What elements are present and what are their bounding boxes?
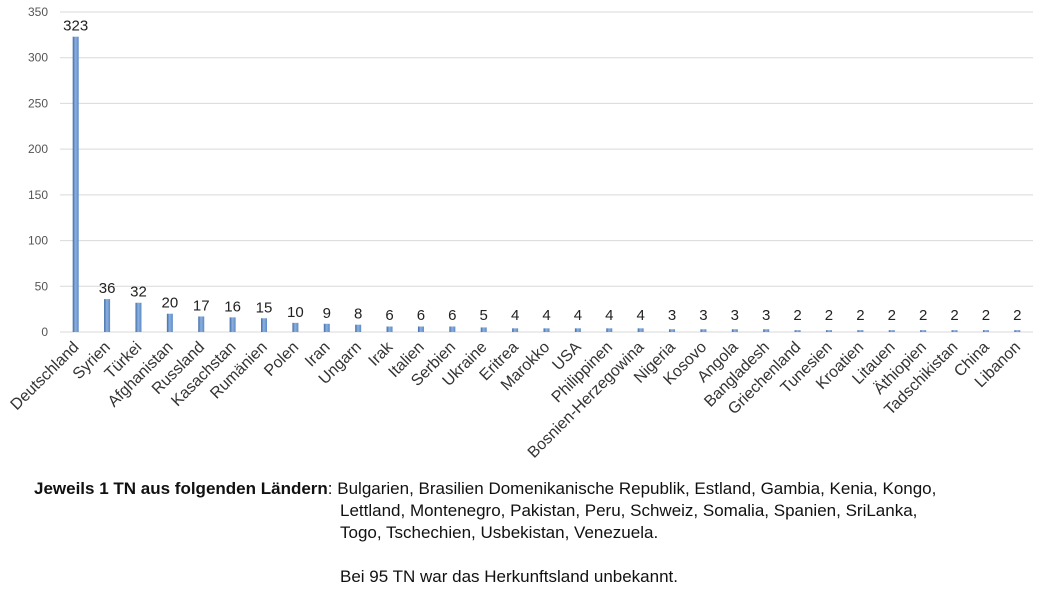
bar [386,326,393,332]
bar [1014,330,1021,332]
y-tick-label: 150 [28,188,48,202]
bar [198,316,205,332]
bar [982,330,989,332]
data-label: 6 [385,307,393,324]
data-label: 6 [448,307,456,324]
data-label: 2 [825,307,833,324]
data-label: 4 [574,307,582,324]
gridlines [60,11,1033,333]
data-label: 6 [417,307,425,324]
y-tick-label: 50 [35,279,49,293]
data-label: 4 [511,307,519,324]
bar [323,323,330,332]
bar [606,328,613,332]
bar [951,330,958,332]
bar [794,330,801,332]
data-label: 3 [668,307,676,324]
bar [669,329,676,332]
bar [417,326,424,332]
data-label: 2 [919,307,927,324]
data-label: 3 [699,307,707,324]
y-tick-label: 0 [41,325,48,339]
data-label: 20 [162,295,179,312]
bar [920,330,927,332]
data-label: 4 [636,307,644,324]
data-label: 32 [130,284,147,301]
category-labels: DeutschlandSyrienTürkeiAfghanistanRussla… [8,338,1025,461]
data-label: 2 [1013,307,1021,324]
bar [480,327,487,332]
data-label: 2 [793,307,801,324]
data-label: 8 [354,306,362,323]
data-label: 323 [63,18,88,35]
y-tick-label: 300 [28,51,48,65]
footnote-lead: Jeweils 1 TN aus folgenden Ländern [34,479,328,498]
bar [731,329,738,332]
bar [449,326,456,332]
y-axis-ticks: 0 50 100 150 200 250 300 350 [28,5,48,339]
bar [261,318,268,332]
bar [135,302,142,332]
bar [355,324,362,332]
data-label: 17 [193,297,210,314]
data-label: 5 [480,307,488,324]
data-label: 15 [256,299,273,316]
data-label: 2 [856,307,864,324]
category-label: Deutschland [8,339,83,414]
bar [700,329,707,332]
data-label: 2 [982,307,990,324]
data-label: 3 [731,307,739,324]
bars [72,36,1021,332]
bar [543,328,550,332]
bar [104,299,111,332]
bar [857,330,864,332]
bar [888,330,895,332]
y-tick-label: 200 [28,142,48,156]
footnote-unknown: Bei 95 TN war das Herkunftsland unbekann… [340,567,678,586]
data-label: 16 [224,298,241,315]
data-label: 10 [287,304,304,321]
bar [72,36,79,332]
bar [292,322,299,332]
footnote-countries-1: Bulgarien, Brasilien Domenikanische Repu… [337,479,937,498]
footnote: Jeweils 1 TN aus folgenden Ländern: Bulg… [0,470,1051,600]
footnote-countries-3: Togo, Tschechien, Usbekistan, Venezuela. [340,523,659,542]
data-label: 2 [888,307,896,324]
footnote-countries-2: Lettland, Montenegro, Pakistan, Peru, Sc… [340,501,918,520]
data-label: 2 [950,307,958,324]
footnote-countries-rest: Lettland, Montenegro, Pakistan, Peru, Sc… [340,500,1020,544]
bar [763,329,770,332]
data-label: 9 [323,305,331,322]
bar [574,328,581,332]
data-label: 36 [99,280,116,297]
y-tick-label: 350 [28,5,48,19]
bar [229,317,236,332]
bar [166,313,173,332]
y-tick-label: 250 [28,96,48,110]
data-label: 4 [605,307,613,324]
bar [637,328,644,332]
category-label: Polen [261,339,302,380]
y-tick-label: 100 [28,234,48,248]
bar [825,330,832,332]
footnote-colon: : [327,479,338,498]
footnote-first-line: Jeweils 1 TN aus folgenden Ländern: Bulg… [34,478,936,500]
bar [512,328,519,332]
data-label: 4 [542,307,550,324]
data-label: 3 [762,307,770,324]
